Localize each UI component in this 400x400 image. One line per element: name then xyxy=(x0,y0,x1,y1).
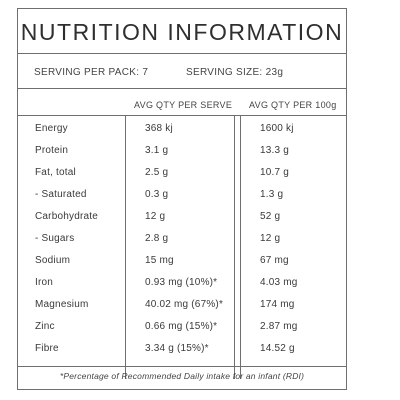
table-row: Carbohydrate 12 g 52 g xyxy=(18,203,346,225)
nutrient-per-100g: 67 mg xyxy=(260,255,289,266)
nutrient-per-serve: 3.34 g (15%)* xyxy=(145,343,209,354)
nutrient-name: Zinc xyxy=(35,321,55,332)
table-row: Zinc 0.66 mg (15%)* 2.87 mg xyxy=(18,313,346,335)
serving-per-pack: SERVING PER PACK: 7 xyxy=(34,67,149,78)
nutrient-per-100g: 52 g xyxy=(260,211,281,222)
nutrient-name: - Saturated xyxy=(35,189,87,200)
nutrient-name: - Sugars xyxy=(35,233,75,244)
panel-title: NUTRITION INFORMATION xyxy=(20,19,344,45)
nutrient-name: Energy xyxy=(35,123,68,134)
header-divider xyxy=(18,115,346,116)
nutrient-name: Fat, total xyxy=(35,167,76,178)
nutrition-panel: NUTRITION INFORMATION SERVING PER PACK: … xyxy=(17,8,347,390)
table-row: - Saturated 0.3 g 1.3 g xyxy=(18,181,346,203)
nutrient-per-100g: 1.3 g xyxy=(260,189,284,200)
nutrient-per-serve: 0.66 mg (15%)* xyxy=(145,321,218,332)
nutrient-per-serve: 0.93 mg (10%)* xyxy=(145,277,218,288)
nutrient-per-100g: 14.52 g xyxy=(260,343,295,354)
nutrient-rows: Energy 368 kj 1600 kj Protein 3.1 g 13.3… xyxy=(18,115,346,357)
nutrient-per-serve: 12 g xyxy=(145,211,166,222)
per-serve-column-box xyxy=(125,115,235,379)
serving-size: SERVING SIZE: 23g xyxy=(186,67,284,78)
table-row: Fat, total 2.5 g 10.7 g xyxy=(18,159,346,181)
footnote-divider xyxy=(18,366,346,367)
nutrient-per-serve: 3.1 g xyxy=(145,145,169,156)
nutrient-per-serve: 15 mg xyxy=(145,255,174,266)
nutrient-name: Fibre xyxy=(35,343,59,354)
nutrient-per-serve: 2.8 g xyxy=(145,233,169,244)
table-row: Energy 368 kj 1600 kj xyxy=(18,115,346,137)
per-100g-column-box xyxy=(240,115,348,379)
nutrient-per-100g: 12 g xyxy=(260,233,281,244)
column-header-per-100g: AVG QTY PER 100g xyxy=(249,100,337,110)
title-divider xyxy=(18,53,346,54)
table-row: Magnesium 40.02 mg (67%)* 174 mg xyxy=(18,291,346,313)
rdi-footnote: *Percentage of Recommended Daily intake … xyxy=(59,371,305,381)
serving-divider xyxy=(18,88,346,89)
nutrient-per-100g: 10.7 g xyxy=(260,167,290,178)
table-row: Sodium 15 mg 67 mg xyxy=(18,247,346,269)
nutrient-per-100g: 13.3 g xyxy=(260,145,290,156)
nutrient-per-serve: 2.5 g xyxy=(145,167,169,178)
nutrient-per-100g: 1600 kj xyxy=(260,123,294,134)
nutrient-per-serve: 0.3 g xyxy=(145,189,169,200)
table-row: Iron 0.93 mg (10%)* 4.03 mg xyxy=(18,269,346,291)
column-header-per-serve: AVG QTY PER SERVE xyxy=(134,100,233,110)
nutrient-per-100g: 174 mg xyxy=(260,299,295,310)
nutrient-per-serve: 40.02 mg (67%)* xyxy=(145,299,224,310)
nutrient-name: Magnesium xyxy=(35,299,89,310)
nutrient-name: Sodium xyxy=(35,255,71,266)
table-row: Protein 3.1 g 13.3 g xyxy=(18,137,346,159)
nutrient-per-serve: 368 kj xyxy=(145,123,173,134)
nutrient-per-100g: 4.03 mg xyxy=(260,277,298,288)
nutrient-name: Iron xyxy=(35,277,54,288)
table-row: Fibre 3.34 g (15%)* 14.52 g xyxy=(18,335,346,357)
nutrient-per-100g: 2.87 mg xyxy=(260,321,298,332)
nutrient-name: Carbohydrate xyxy=(35,211,98,222)
table-row: - Sugars 2.8 g 12 g xyxy=(18,225,346,247)
nutrient-name: Protein xyxy=(35,145,69,156)
